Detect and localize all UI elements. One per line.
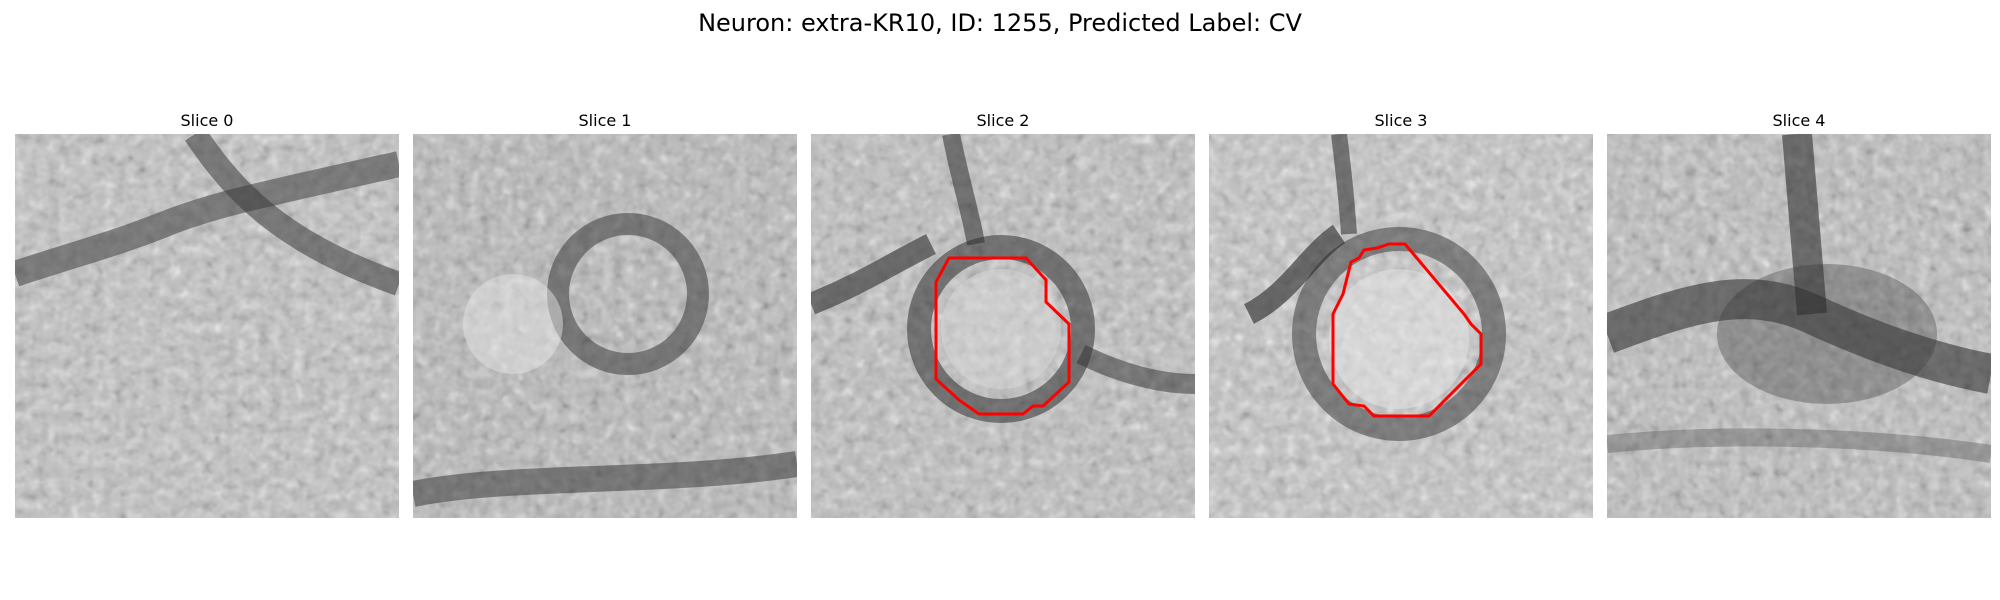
roi-contour-2: [934, 256, 1071, 416]
slice-image-4: [1607, 134, 1991, 518]
slice-image-2: [811, 134, 1195, 518]
slice-image-0: [15, 134, 399, 518]
slice-title-3: Slice 3: [1374, 111, 1428, 130]
slice-panel-3: Slice 3: [1209, 108, 1593, 518]
slice-title-2: Slice 2: [976, 111, 1030, 130]
slice-image-1: [413, 134, 797, 518]
figure-title: Neuron: extra-KR10, ID: 1255, Predicted …: [698, 9, 1302, 37]
slice-title-0: Slice 0: [180, 111, 234, 130]
slice-panel-2: Slice 2: [811, 108, 1195, 518]
slice-panel-4: Slice 4: [1607, 108, 1991, 518]
slice-title-4: Slice 4: [1772, 111, 1826, 130]
slice-panel-0: Slice 0: [15, 108, 399, 518]
slice-image-3: [1209, 134, 1593, 518]
slice-panel-1: Slice 1: [413, 108, 797, 518]
roi-contour-3: [1331, 242, 1483, 418]
slice-title-1: Slice 1: [578, 111, 632, 130]
